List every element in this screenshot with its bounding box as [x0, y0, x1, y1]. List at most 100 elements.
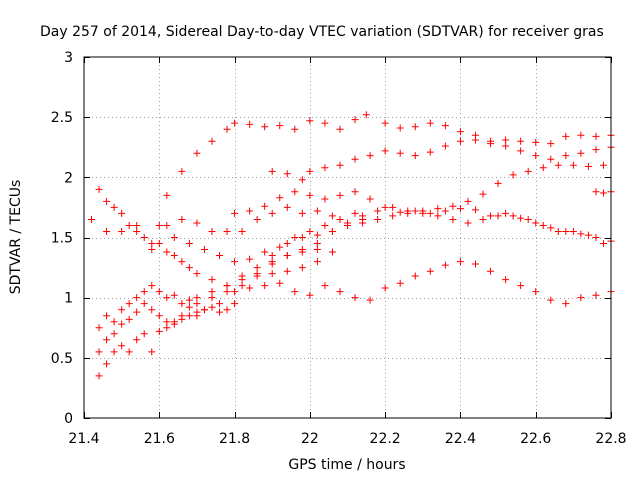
data-point: [487, 212, 495, 220]
data-point: [562, 227, 570, 235]
data-point: [155, 221, 163, 229]
data-point: [216, 300, 224, 308]
data-point: [193, 270, 201, 278]
x-tick-label: 22.6: [520, 431, 551, 447]
data-point: [449, 215, 457, 223]
data-point: [208, 294, 216, 302]
data-point: [298, 264, 306, 272]
data-point: [283, 267, 291, 275]
data-point: [306, 117, 314, 125]
x-axis-label: GPS time / hours: [288, 457, 405, 473]
data-point: [298, 246, 306, 254]
data-point: [140, 300, 148, 308]
data-point: [200, 246, 208, 254]
data-point: [231, 119, 239, 127]
data-point: [539, 164, 547, 172]
data-point: [238, 227, 246, 235]
data-point: [208, 227, 216, 235]
x-tick-label: 21.4: [68, 431, 99, 447]
data-point: [283, 203, 291, 211]
satellite-track-2: [268, 136, 615, 184]
data-point: [569, 161, 577, 169]
data-point: [185, 240, 193, 248]
data-point: [178, 312, 186, 320]
data-point: [110, 318, 118, 326]
data-point: [502, 276, 510, 284]
data-point: [464, 197, 472, 205]
data-point: [313, 231, 321, 239]
data-point: [547, 224, 555, 232]
data-point: [268, 209, 276, 217]
data-point: [276, 194, 284, 202]
data-point: [517, 147, 525, 155]
data-point: [298, 234, 306, 241]
data-point: [283, 252, 291, 260]
data-point: [389, 203, 397, 211]
data-point: [291, 125, 299, 133]
y-tick-label: 2: [64, 170, 73, 186]
data-point: [231, 288, 239, 296]
data-point: [517, 137, 525, 145]
data-point: [276, 243, 284, 251]
x-tick-label: 22.8: [595, 431, 626, 447]
data-point: [208, 276, 216, 284]
data-point: [148, 246, 156, 254]
data-point: [449, 202, 457, 210]
data-point: [223, 125, 231, 133]
data-point: [547, 140, 555, 148]
data-point: [185, 264, 193, 272]
data-point: [336, 191, 344, 199]
data-point: [148, 306, 156, 314]
data-point: [268, 167, 276, 175]
data-point: [133, 336, 141, 344]
data-point: [554, 227, 562, 235]
axis-ticks: [84, 57, 612, 419]
data-point: [268, 270, 276, 278]
data-point: [396, 149, 404, 157]
data-point: [441, 142, 449, 150]
data-point: [155, 327, 163, 335]
data-point: [261, 202, 269, 210]
data-point: [494, 212, 502, 220]
data-point: [592, 234, 600, 241]
data-point: [216, 252, 224, 260]
data-point: [103, 197, 111, 205]
data-point: [231, 300, 239, 308]
x-tick-label: 21.6: [144, 431, 175, 447]
data-point: [283, 240, 291, 248]
data-point: [336, 215, 344, 223]
data-point: [502, 209, 510, 217]
data-point: [592, 188, 600, 196]
data-point: [366, 296, 374, 304]
data-point: [471, 136, 479, 144]
data-point: [95, 372, 103, 380]
data-point: [584, 163, 592, 171]
data-point: [321, 164, 329, 172]
data-point: [178, 300, 186, 308]
data-point: [532, 138, 540, 146]
data-point: [223, 227, 231, 235]
data-point: [118, 320, 126, 328]
data-point: [163, 318, 171, 326]
data-point: [276, 122, 284, 130]
satellite-track-6: [193, 258, 615, 320]
data-point: [208, 303, 216, 311]
data-point: [283, 170, 291, 178]
data-point: [441, 261, 449, 269]
data-point: [336, 125, 344, 133]
satellite-track-11: [155, 209, 359, 266]
data-point: [577, 294, 585, 302]
data-point: [95, 348, 103, 356]
data-point: [517, 282, 525, 290]
data-point: [118, 227, 126, 235]
data-point: [208, 137, 216, 145]
x-tick-label: 22: [301, 431, 319, 447]
data-point: [494, 179, 502, 187]
data-point: [261, 282, 269, 290]
data-point: [118, 209, 126, 217]
data-point: [351, 294, 359, 302]
data-point: [456, 205, 464, 213]
data-point: [426, 148, 434, 156]
data-point: [148, 240, 156, 248]
data-point: [103, 312, 111, 320]
